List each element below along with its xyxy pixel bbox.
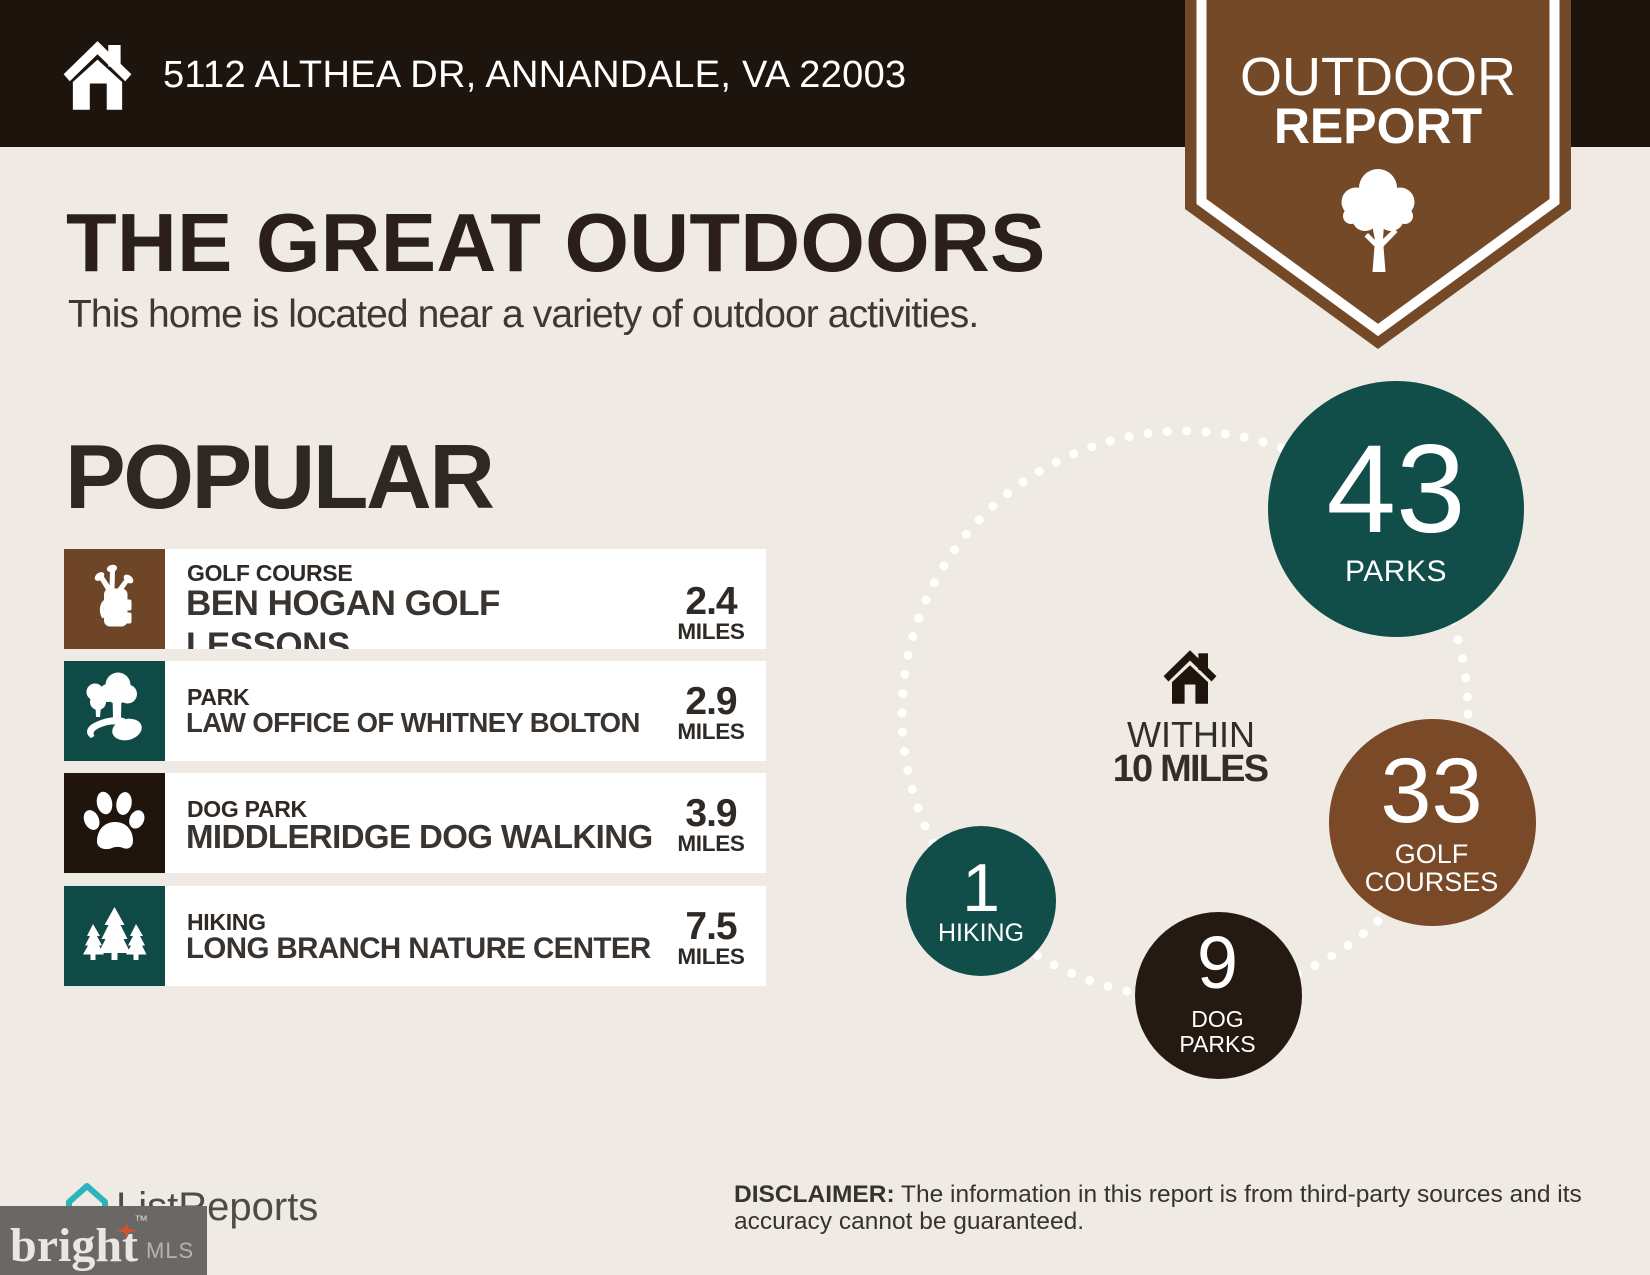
svg-text:REPORT: REPORT	[1274, 98, 1482, 154]
svg-text:OUTDOOR: OUTDOOR	[1240, 47, 1516, 107]
